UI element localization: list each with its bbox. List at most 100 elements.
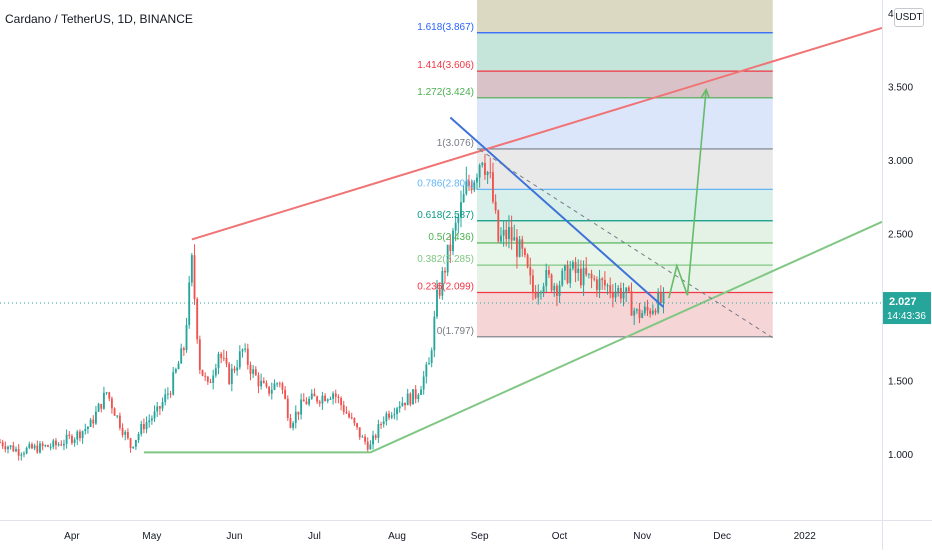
candle-body bbox=[582, 267, 585, 286]
candle-body bbox=[420, 389, 422, 395]
candle-body bbox=[177, 363, 180, 370]
fibonacci-extension[interactable] bbox=[476, 0, 773, 338]
candle-body bbox=[521, 239, 524, 249]
time-axis-bg bbox=[0, 520, 932, 550]
candle-body bbox=[358, 427, 361, 438]
candle-body bbox=[252, 369, 255, 374]
candle-body bbox=[614, 291, 617, 298]
candle-body bbox=[65, 434, 68, 444]
candle-body bbox=[182, 348, 185, 351]
candle-body bbox=[206, 376, 209, 382]
candle-body bbox=[369, 444, 372, 450]
y-tick-label: 3.000 bbox=[888, 156, 913, 167]
candle-body bbox=[635, 309, 638, 311]
candle-body bbox=[460, 202, 462, 218]
candle-body bbox=[436, 289, 438, 317]
candle-body bbox=[476, 177, 478, 183]
candle-body bbox=[622, 292, 625, 299]
candle-body bbox=[102, 392, 105, 409]
candle-body bbox=[321, 395, 324, 404]
trendline-resistance[interactable] bbox=[191, 26, 883, 241]
candle-body bbox=[454, 222, 457, 231]
candle-body bbox=[260, 380, 263, 387]
candle-body bbox=[174, 369, 177, 373]
candle-body bbox=[297, 411, 300, 415]
x-tick-label: Jun bbox=[226, 531, 242, 542]
fib-zone bbox=[476, 220, 773, 243]
candle-body bbox=[603, 280, 606, 286]
candle-body bbox=[188, 282, 191, 325]
candle-body bbox=[396, 408, 398, 415]
currency-badge[interactable]: USDT bbox=[894, 8, 924, 27]
candle-body bbox=[126, 432, 129, 439]
candle-body bbox=[217, 353, 220, 369]
x-tick-label: Oct bbox=[552, 531, 568, 542]
candle-body bbox=[292, 423, 295, 428]
candle-body bbox=[417, 394, 420, 400]
candle-body bbox=[406, 393, 409, 406]
candle-body bbox=[390, 415, 393, 418]
candle-body bbox=[89, 419, 92, 427]
candle-body bbox=[430, 350, 433, 364]
candle-body bbox=[513, 237, 516, 241]
candle-body bbox=[244, 348, 247, 350]
candle-body bbox=[310, 393, 313, 399]
trendline-projection[interactable] bbox=[479, 149, 774, 339]
trendline-support[interactable] bbox=[369, 220, 883, 454]
candle-body bbox=[550, 274, 553, 291]
candle-body bbox=[1, 442, 4, 447]
candle-body bbox=[329, 398, 332, 400]
candle-body bbox=[593, 278, 596, 280]
x-tick-label: Jul bbox=[308, 531, 321, 542]
last-price-badge[interactable] bbox=[883, 292, 931, 325]
candle-body bbox=[201, 369, 204, 376]
fib-zone bbox=[476, 292, 773, 337]
fib-zone bbox=[476, 32, 773, 72]
candle-body bbox=[372, 435, 374, 445]
candle-body bbox=[382, 421, 385, 425]
candle-body bbox=[52, 440, 55, 447]
candle-body bbox=[446, 244, 449, 273]
fib-label: 1.272(3.424) bbox=[417, 87, 474, 98]
candle-body bbox=[313, 393, 316, 397]
candle-body bbox=[110, 398, 113, 409]
y-tick-label: 3.500 bbox=[888, 83, 913, 94]
candle-body bbox=[438, 289, 441, 296]
trendlines[interactable] bbox=[143, 26, 883, 454]
candle-body bbox=[185, 324, 188, 351]
candle-body bbox=[478, 165, 481, 178]
candle-body bbox=[473, 182, 476, 191]
candle-body bbox=[356, 423, 358, 428]
candle-body bbox=[7, 446, 9, 450]
candle-body bbox=[246, 348, 249, 365]
candle-body bbox=[393, 414, 396, 416]
symbol-title: Cardano / TetherUS, 1D, BINANCE bbox=[5, 12, 193, 26]
candle-body bbox=[129, 438, 132, 449]
candle-body bbox=[398, 406, 401, 409]
x-tick-label: Dec bbox=[713, 531, 731, 542]
candle-body bbox=[577, 268, 580, 273]
x-tick-label: Sep bbox=[471, 531, 489, 542]
candle-body bbox=[510, 227, 513, 241]
trendline-downtrend[interactable] bbox=[449, 116, 665, 308]
candle-body bbox=[169, 393, 172, 395]
projection-path[interactable] bbox=[668, 89, 707, 299]
fib-label: 0(1.797) bbox=[437, 326, 474, 337]
candle-body bbox=[449, 244, 452, 252]
candle-body bbox=[289, 417, 292, 428]
candle-body bbox=[257, 375, 260, 387]
candle-body bbox=[627, 287, 630, 292]
candle-body bbox=[486, 172, 489, 175]
candle-body bbox=[500, 235, 502, 242]
candle-body bbox=[585, 267, 588, 275]
candle-body bbox=[23, 453, 25, 455]
candle-body bbox=[633, 310, 636, 316]
candle-body bbox=[148, 420, 151, 423]
candle-body bbox=[145, 422, 148, 430]
candle-body bbox=[166, 393, 169, 395]
candle-body bbox=[105, 392, 108, 394]
fib-zone bbox=[476, 148, 773, 190]
